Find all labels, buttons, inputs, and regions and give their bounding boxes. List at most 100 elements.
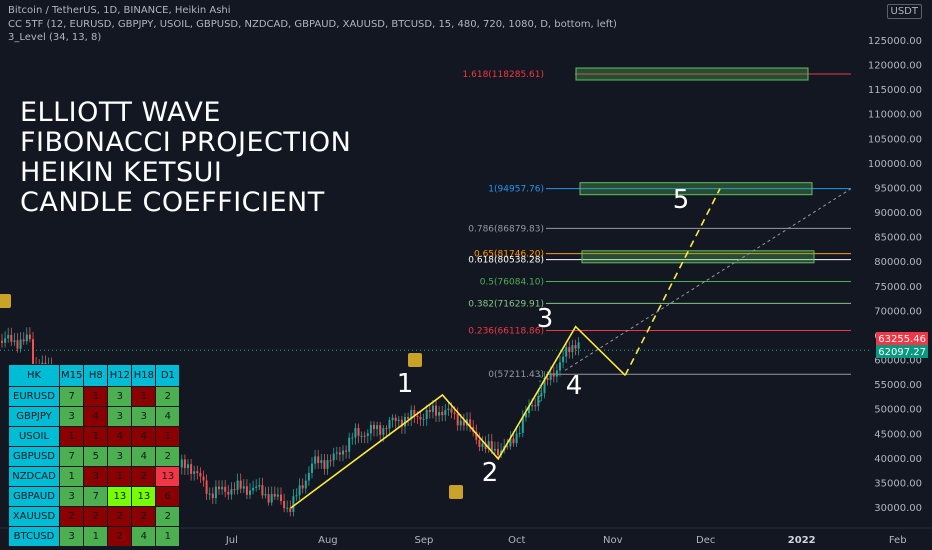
candle-body <box>270 493 273 503</box>
y-tick-label: 50000.00 <box>874 405 922 416</box>
y-tick-label: 90000.00 <box>874 208 922 219</box>
candle-body <box>323 460 326 469</box>
candle-body <box>369 424 372 434</box>
candle-body <box>552 373 555 377</box>
candle-body <box>397 419 400 421</box>
currency-badge[interactable]: USDT <box>886 4 922 19</box>
candle-body <box>565 347 568 357</box>
candle-body <box>193 471 196 474</box>
candle-body <box>202 476 205 481</box>
y-tick-label: 80000.00 <box>874 257 922 268</box>
candle-body <box>438 412 441 416</box>
table-cell: 6 <box>155 486 181 507</box>
x-tick-label: Nov <box>603 535 623 546</box>
table-cell: 13 <box>131 486 157 507</box>
candle-body <box>388 420 391 429</box>
fib-level-label: 0.618(80538.28) <box>468 256 544 266</box>
candle-body <box>531 405 534 407</box>
table-row-symbol: NZDCAD <box>8 466 60 487</box>
candle-body <box>456 414 459 426</box>
fib-level-label: 0.5(76084.10) <box>480 277 544 287</box>
candle-body <box>413 409 416 416</box>
y-tick-label: 125000.00 <box>868 36 922 47</box>
candle-body <box>524 413 527 418</box>
candle-body <box>546 377 549 380</box>
table-cell: 1 <box>155 526 181 547</box>
candle-body <box>221 486 224 490</box>
candle-body <box>419 416 422 420</box>
candle-body <box>196 471 199 473</box>
y-tick-label: 35000.00 <box>874 478 922 489</box>
table-cell: 4 <box>131 526 157 547</box>
candle-body <box>478 439 481 447</box>
candle-body <box>366 433 369 436</box>
candle-body <box>400 419 403 427</box>
table-cell: 13 <box>155 466 181 487</box>
candle-body <box>317 456 320 464</box>
level-marker <box>0 294 11 308</box>
price-tag-label: 63255.46 <box>878 334 926 345</box>
candle-body <box>428 409 431 412</box>
table-row-symbol: XAUUSD <box>8 506 60 527</box>
table-cell: 2 <box>107 506 133 527</box>
candle-body <box>568 347 571 353</box>
candle-body <box>351 437 354 439</box>
table-header: D1 <box>155 364 181 387</box>
candle-body <box>447 408 450 411</box>
candle-body <box>332 453 335 461</box>
candle-body <box>273 493 276 497</box>
candle-body <box>574 345 577 349</box>
candle-body <box>280 494 282 502</box>
table-row-symbol: GBPUSD <box>8 446 60 467</box>
wave-label: 1 <box>397 369 414 399</box>
fib-level-label: 0.382(71629.91) <box>468 299 544 309</box>
candle-body <box>19 339 22 349</box>
candle-body <box>199 472 202 477</box>
table-cell: 5 <box>83 446 109 467</box>
table-row-symbol: USOIL <box>8 426 60 447</box>
table-cell: 1 <box>58 466 85 487</box>
candle-body <box>249 490 251 495</box>
candle-body <box>425 409 428 420</box>
overlay-line: HEIKIN KETSUI <box>20 157 223 188</box>
projection-guide-line <box>564 188 852 371</box>
table-row-symbol: BTCUSD <box>8 526 60 547</box>
table-cell: 13 <box>107 486 133 507</box>
table-cell: 4 <box>107 426 133 447</box>
fib-level-label: 1(94957.76) <box>488 185 544 195</box>
candle-body <box>183 459 186 469</box>
table-cell: 2 <box>131 506 157 527</box>
candle-body <box>410 409 413 419</box>
elliott-wave-line <box>290 325 626 509</box>
candle-body <box>487 441 490 450</box>
candle-body <box>338 452 341 455</box>
table-cell: 1 <box>83 526 109 547</box>
table-row: GBPUSD 7 5 3 4 2 <box>8 446 181 467</box>
candle-body <box>286 507 289 509</box>
table-cell: 4 <box>131 446 157 467</box>
table-cell: 2 <box>131 466 157 487</box>
table-row: EURUSD 7 1 3 1 2 <box>8 386 181 407</box>
candle-body <box>22 339 25 342</box>
candle-body <box>528 406 530 414</box>
candle-body <box>562 356 565 363</box>
y-tick-label: 55000.00 <box>874 380 922 391</box>
fib-target-box <box>575 67 809 81</box>
candle-body <box>329 460 332 462</box>
candle-body <box>493 448 496 451</box>
price-tag-label: 62097.27 <box>878 347 926 358</box>
candle-body <box>469 419 472 428</box>
price-tag <box>876 332 928 345</box>
table-cell: 1 <box>83 426 109 447</box>
candle-body <box>267 494 270 503</box>
y-tick-label: 40000.00 <box>874 454 922 465</box>
candle-body <box>416 415 419 417</box>
projected-wave-5-line <box>624 188 721 376</box>
candle-body <box>304 480 307 489</box>
table-cell: 2 <box>155 446 181 467</box>
candle-body <box>509 438 512 447</box>
fib-level-label: 0.236(66118.86) <box>468 326 544 336</box>
candle-body <box>475 431 478 440</box>
candle-body <box>32 339 34 365</box>
candle-body <box>559 362 561 371</box>
